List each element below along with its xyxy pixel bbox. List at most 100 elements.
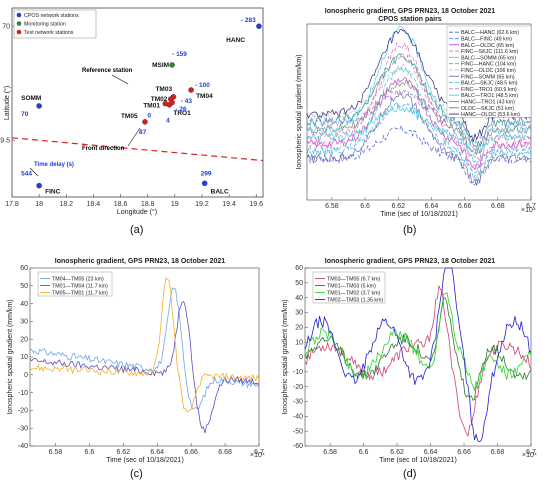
map-x-tick-label: 18.2 [59,201,73,208]
d-ylabel: Ionospheric spatial gradient (mm/km) [282,299,289,414]
caption-a: (a) [130,224,143,236]
c-y-tick-label: -20 [18,408,28,415]
d-xlabel: Time (sec of 10/18/2021) [379,457,457,464]
b-legend-label: FINC—HANC (104 km) [461,62,516,68]
map-legend: CPOS network stations Monitoring station… [13,9,97,39]
c-y-tick-label: 40 [20,301,28,308]
d-x-tick-label: 6.6 [359,449,369,456]
b-series-line [306,53,532,148]
time-delay-label: Time delay (s) [34,162,74,168]
station-delay-label: 70 [21,111,29,118]
c-y-tick-label: 30 [20,319,28,326]
map-x-tick-label: 19 [171,201,179,208]
d-y-tick-label: 0 [299,354,303,361]
b-series-line [306,63,532,144]
b-x-tick-label: 6.68 [491,203,505,210]
b-legend-label: BALC—FINC (49 km) [461,36,512,42]
d-exponent: ×10⁴ [522,452,537,459]
panel-a-map: 17.8 18 18.2 18.4 18.6 18.8 19 19.2 19.4 19.6 70 6… [0,7,264,216]
c-x-tick-label: 6.7 [254,449,264,456]
b-legend-box [446,25,532,118]
b-series-line [306,53,532,161]
b-x-tick-label: 6.64 [425,203,439,210]
b-series-line [306,100,532,175]
station-marker [169,99,175,106]
map-x-ticks: 17.8 18 18.2 18.4 18.6 18.8 19 19.2 19.4 19.6 [5,194,263,208]
c-legend-box [37,271,113,297]
d-y-tick-label: -30 [293,399,303,406]
b-title: Ionospheric gradient, GPS PRN23, 18 Octo… [325,8,495,15]
station-label: TM03 [155,86,172,93]
panel-c-chart: Ionospheric gradient, GPS PRN23, 18 Octo… [7,258,265,464]
station-marker [201,180,208,187]
c-y-tick-label: -40 [18,443,28,450]
c-legend-label: TM04—TM05 (23 km) [52,277,104,283]
panel-b-chart: Ionospheric gradient, GPS PRN23, 18 Octo… [296,8,536,218]
b-xlabel: Time (sec of 10/18/2021) [380,211,458,218]
c-y-tick-label: 20 [20,336,28,343]
d-legend-label: TM01—TM02 (3.7 km) [327,291,381,297]
b-series-line [306,88,532,149]
station-delay-label: 87 [139,129,147,136]
d-series-line [304,267,532,443]
station-delay-label: - 100 [195,82,210,89]
b-series-line [306,79,532,155]
legend-cpos-marker [16,12,22,18]
caption-d: (d) [403,468,416,480]
map-y-tick-label: 70 [2,24,10,31]
b-x-tick-label: 6.66 [458,203,472,210]
b-x-ticks: 6.58 6.6 6.62 6.64 6.66 6.68 6.7 [325,197,536,210]
b-legend-label: FINC—TRO1 (60.9 km) [461,87,517,93]
c-y-tick-label: 50 [20,283,28,290]
b-series-lines [306,25,532,186]
caption-b: (b) [403,224,416,236]
c-x-tick-label: 6.68 [218,449,232,456]
front-direction-arrow [127,127,141,147]
station-delay-label: 0 [147,113,151,120]
d-series-lines [304,267,532,443]
c-y-tick-label: 0 [24,372,28,379]
d-x-tick-label: 6.58 [323,449,337,456]
d-y-tick-label: -10 [293,369,303,376]
c-y-tick-label: -30 [18,425,28,432]
d-legend-label: TM01—TM03 (5 km) [327,284,376,290]
station-label: HANC [226,37,245,44]
station-delay-label: - 43 [181,98,193,105]
d-y-tick-label: 60 [295,265,303,272]
c-x-tick-label: 6.6 [85,449,95,456]
d-y-tick-label: 40 [295,295,303,302]
station-marker [36,103,42,109]
d-y-tick-label: 50 [295,280,303,287]
c-legend: TM04—TM05 (23 km)TM01—TM04 (11.7 km)TM05… [37,271,113,297]
map-legend-box [13,9,97,39]
map-xlabel: Longitude (°) [117,208,157,216]
c-x-ticks: 6.58 6.6 6.62 6.64 6.66 6.68 6.7 [49,443,264,456]
legend-test-marker [16,29,22,35]
b-series-line [306,104,532,164]
front-direction-label: Front direction [82,146,125,152]
c-x-tick-label: 6.62 [116,449,130,456]
c-exponent: ×10⁴ [250,452,265,459]
c-x-tick-label: 6.58 [49,449,63,456]
station-label: TM02 [151,96,168,103]
reference-arrow [111,74,129,85]
d-y-tick-label: 30 [295,310,303,317]
b-legend-label: HANC—OLDC (53.6 km) [461,112,520,118]
map-x-tick-label: 19.4 [222,201,236,208]
d-x-tick-label: 6.64 [424,449,438,456]
d-x-tick-label: 6.68 [491,449,505,456]
map-ylabel: Latitude (°) [3,86,11,120]
b-legend-label: BALC—SOMM (65 km) [461,55,516,61]
station-label: TM01 [143,103,160,110]
d-x-ticks: 6.58 6.6 6.62 6.64 6.66 6.68 6.7 [323,443,536,456]
d-title: Ionospheric gradient, GPS PRN23, 18 Octo… [325,258,495,265]
map-frame [11,7,264,198]
b-legend-label: HANC—TRO1 (43 km) [461,99,515,105]
b-exponent: ×10⁴ [521,207,536,214]
c-y-tick-label: -10 [18,390,28,397]
station-label: TM04 [196,93,213,100]
front-direction-line [11,137,264,162]
station-label: MSIM [152,62,169,69]
c-xlabel: Time (sec of 10/18/2021) [106,457,184,464]
b-x-tick-label: 6.62 [391,203,405,210]
